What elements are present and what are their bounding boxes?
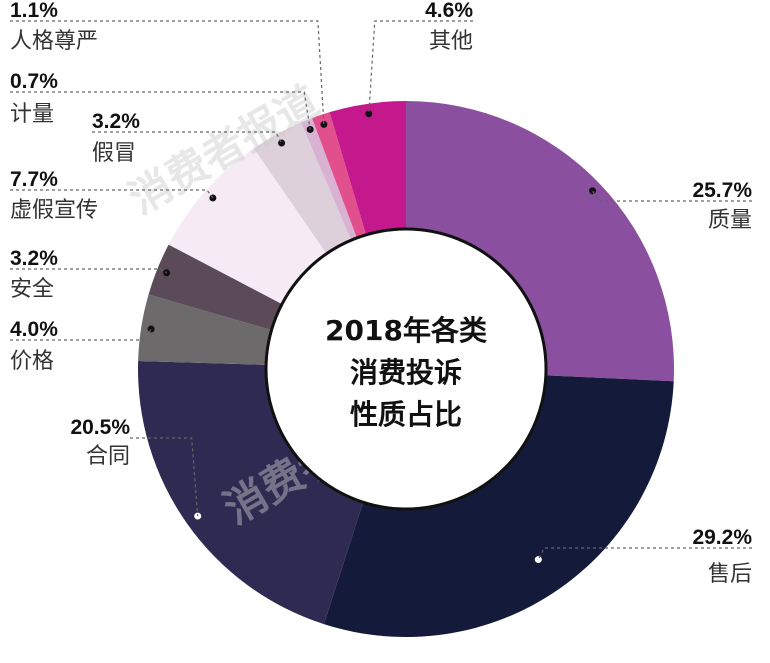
slice-5-leader — [10, 268, 167, 274]
slice-9-marker — [320, 120, 328, 128]
label-leaders — [10, 20, 752, 564]
slice-5-category-label: 安全 — [10, 277, 54, 302]
slice-8-category-label: 计量 — [10, 102, 54, 127]
slice-10-category-label: 其他 — [429, 29, 473, 54]
slice-3-category-label: 合同 — [86, 444, 130, 469]
slice-7-value-label: 3.2% — [92, 110, 140, 133]
slice-9-category-label: 人格尊严 — [10, 29, 98, 54]
slice-5-value-label: 3.2% — [10, 247, 58, 270]
slice-4-marker — [147, 325, 155, 333]
slice-4-category-label: 价格 — [10, 349, 54, 374]
slice-10-leader — [368, 20, 473, 114]
slice-1-value-label: 25.7% — [692, 179, 752, 202]
slice-7-leader — [92, 131, 283, 144]
slice-1-category-label: 质量 — [708, 208, 752, 233]
center-circle — [264, 227, 548, 511]
center-title-line-2: 消费投诉 — [350, 356, 462, 389]
slice-7-category-label: 假冒 — [92, 141, 136, 166]
slice-10-marker — [365, 110, 373, 118]
slice-2-leader — [537, 547, 752, 560]
slice-3-leader — [130, 437, 199, 517]
slice-labels: 25.7% 质量 29.2% 售后 20.5% 合同 4.0% 价格 3.2% 安全 7.7% 虚假宣… — [10, 0, 752, 587]
slice-8-leader — [10, 91, 311, 130]
center-title-line-3: 性质占比 — [350, 398, 462, 431]
slice-9-leader — [10, 20, 325, 125]
slice-2-marker — [534, 556, 542, 564]
slice-8-value-label: 0.7% — [10, 70, 58, 93]
slice-6-value-label: 7.7% — [10, 168, 58, 191]
slice-4-value-label: 4.0% — [10, 318, 58, 341]
slice-9-value-label: 1.1% — [10, 0, 58, 22]
slice-6-category-label: 虚假宣传 — [10, 198, 98, 223]
slice-7-marker — [278, 139, 286, 147]
slice-2-value-label: 29.2% — [692, 526, 752, 549]
slice-3-value-label: 20.5% — [70, 416, 130, 439]
center-title-line-1: 2018年各类 — [325, 314, 487, 347]
slice-1-marker — [589, 187, 597, 195]
slice-10-value-label: 4.6% — [425, 0, 473, 22]
slice-2-category-label: 售后 — [708, 562, 752, 587]
